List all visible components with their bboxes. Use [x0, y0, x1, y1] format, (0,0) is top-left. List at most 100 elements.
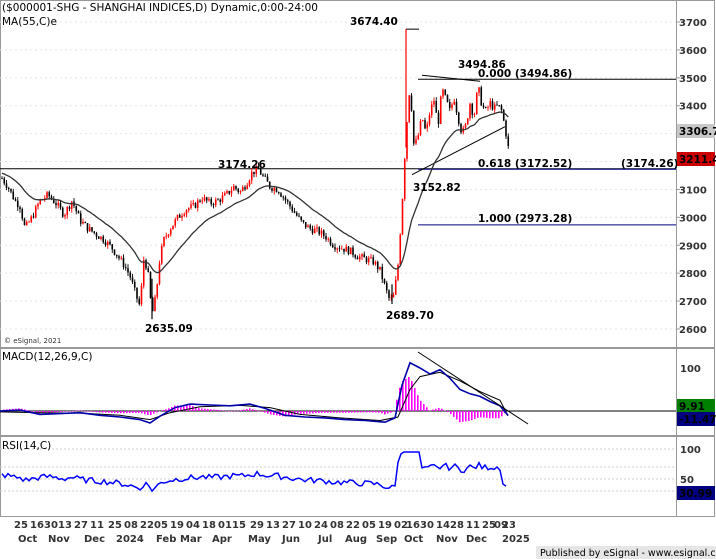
- macd-histogram-bar: [402, 380, 404, 411]
- macd-histogram-bar: [363, 411, 365, 413]
- candle-body: [433, 100, 435, 105]
- footer-background: [536, 546, 716, 559]
- candle-body: [7, 187, 10, 189]
- candle-body: [318, 227, 321, 235]
- price-tick-label: 3500: [679, 74, 707, 85]
- macd-histogram-bar: [24, 409, 26, 411]
- candle-body: [381, 266, 384, 280]
- candle-body: [385, 283, 388, 291]
- macd-histogram-bar: [162, 410, 164, 411]
- macd-histogram-bar: [78, 410, 80, 412]
- x-month-label: Feb: [156, 534, 176, 545]
- candle-body: [52, 199, 55, 204]
- x-month-label: Apr: [212, 534, 232, 545]
- candle-body: [210, 199, 213, 205]
- x-day-label: 18: [202, 520, 216, 531]
- macd-histogram-bar: [483, 411, 485, 418]
- rsi-tick-label: 100: [680, 445, 701, 456]
- candle-body: [354, 255, 357, 258]
- candle-body: [320, 230, 323, 235]
- macd-histogram-bar: [249, 408, 251, 411]
- macd-histogram-bar: [33, 411, 35, 412]
- footer-label: Published by eSignal - www.esignal.com: [540, 548, 716, 559]
- macd-histogram-bar: [387, 411, 389, 414]
- macd-histogram-bar: [141, 411, 143, 414]
- macd-histogram-bar: [150, 411, 152, 416]
- macd-histogram-bar: [282, 411, 284, 417]
- macd-histogram-bar: [186, 405, 188, 411]
- candle-body: [5, 183, 8, 188]
- candle-body: [77, 211, 80, 214]
- x-day-label: 22: [346, 520, 360, 531]
- x-day-label: 16: [406, 520, 420, 531]
- candle-body: [115, 254, 118, 257]
- x-day-label: 25: [14, 520, 28, 531]
- candle-body: [331, 244, 334, 248]
- candle-body: [363, 254, 366, 258]
- x-month-label: Oct: [404, 534, 423, 545]
- macd-histogram-bar: [105, 411, 107, 413]
- macd-histogram-bar: [498, 411, 500, 419]
- macd-histogram-bar: [408, 376, 410, 411]
- macd-histogram-bar: [321, 411, 323, 413]
- x-day-label: 16: [30, 520, 44, 531]
- candle-body: [221, 195, 224, 202]
- price-tick-label: 3600: [679, 46, 707, 57]
- macd-histogram-bar: [177, 405, 179, 411]
- macd-histogram-bar: [429, 410, 431, 411]
- x-day-label: 28: [450, 520, 464, 531]
- candle-body: [163, 237, 165, 246]
- candle-body: [131, 277, 134, 282]
- fib-100-label: 1.000 (2973.28): [478, 213, 572, 225]
- macd-histogram-bar: [291, 411, 293, 416]
- candle-body: [223, 193, 226, 196]
- candle-body: [392, 294, 395, 298]
- price-tick-label: 3100: [679, 185, 707, 196]
- candle-body: [28, 221, 30, 223]
- macd-histogram-bar: [258, 410, 260, 412]
- candle-body: [70, 201, 73, 209]
- candle-body: [453, 101, 456, 105]
- candle-body: [232, 186, 235, 191]
- candle-body: [111, 244, 114, 250]
- macd-histogram-bar: [135, 411, 137, 413]
- candle-body: [129, 272, 132, 278]
- candle-body: [412, 110, 415, 144]
- candle-body: [403, 158, 406, 200]
- candle-body: [106, 241, 109, 246]
- candle-body: [358, 256, 361, 260]
- candle-body: [208, 199, 210, 201]
- macd-histogram-bar: [165, 409, 167, 411]
- candle-body: [196, 200, 199, 208]
- candle-body: [257, 166, 260, 170]
- macd-histogram-bar: [315, 411, 317, 414]
- macd-histogram-bar: [264, 411, 266, 413]
- macd-histogram-bar: [381, 411, 383, 414]
- candle-body: [271, 188, 273, 191]
- x-day-label: 11: [90, 520, 104, 531]
- candle-body: [284, 197, 287, 201]
- macd-histogram-bar: [414, 388, 416, 411]
- price-tick-label: 2700: [679, 297, 707, 308]
- macd-histogram-bar: [48, 411, 50, 413]
- candle-body: [311, 228, 314, 234]
- macd-histogram-bar: [216, 409, 218, 411]
- ma-legend: MA(55,C)e: [2, 16, 57, 28]
- candle-body: [379, 266, 381, 270]
- x-day-label: 08: [330, 520, 344, 531]
- macd-histogram-bar: [273, 411, 275, 415]
- candle-body: [340, 248, 343, 250]
- candle-body: [75, 205, 78, 212]
- x-day-label: 11: [466, 520, 480, 531]
- price-tick-label: 2600: [679, 325, 707, 336]
- candle-body: [201, 200, 204, 202]
- rsi-value-tag-bg: [677, 486, 715, 500]
- candle-body: [226, 190, 228, 194]
- candle-body: [444, 89, 447, 95]
- x-day-label: 19: [378, 520, 392, 531]
- macd-trendline: [417, 351, 529, 425]
- macd-histogram-bar: [501, 411, 503, 417]
- candle-body: [298, 215, 300, 217]
- candle-body: [439, 96, 442, 124]
- candle-body: [471, 103, 474, 115]
